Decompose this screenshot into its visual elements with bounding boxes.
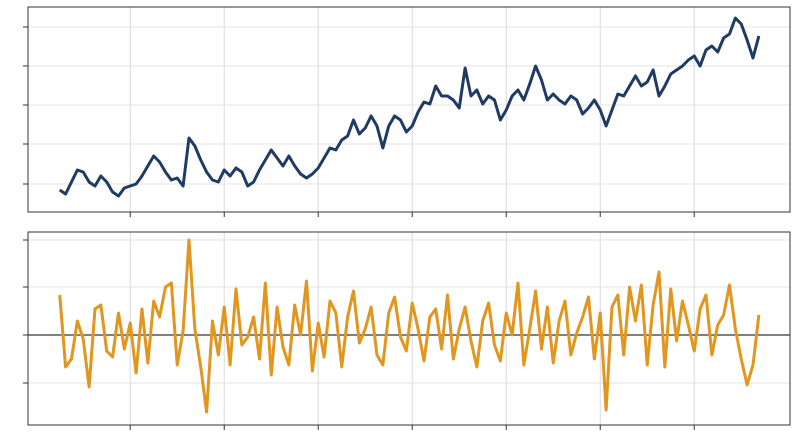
plot-frame [27,6,791,213]
plot-frame [27,231,791,426]
data-line [58,238,761,414]
plot-area [28,7,790,212]
data-line [58,16,761,198]
